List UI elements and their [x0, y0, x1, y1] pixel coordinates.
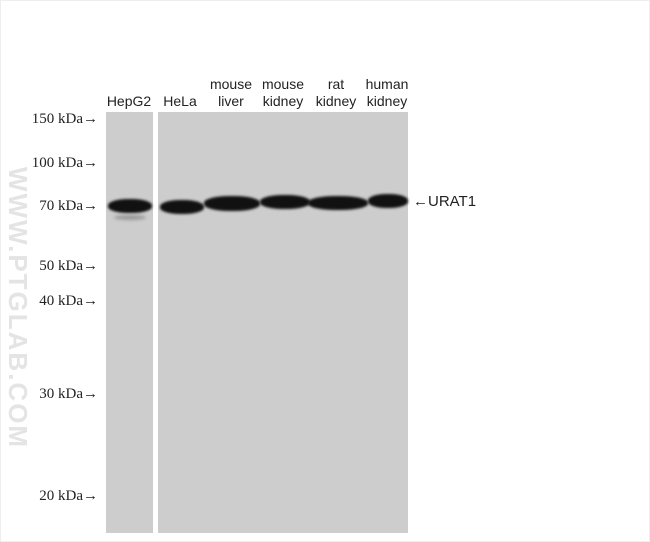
marker-70: 70 kDa→ [39, 198, 98, 214]
target-label-urat1: ←URAT1 [413, 193, 477, 210]
lane-label-human-kidney: human kidney [363, 76, 411, 110]
lane-label-mouse-liver-text: mouse liver [209, 76, 253, 109]
faint-band-hepg2 [114, 215, 146, 220]
band-rat-kidney [308, 196, 368, 210]
band-human-kidney [368, 194, 408, 208]
marker-50: 50 kDa→ [39, 258, 98, 274]
marker-40: 40 kDa→ [39, 293, 98, 309]
lane-label-hela-text: HeLa [163, 93, 197, 109]
blot-panel-hepg2 [106, 112, 153, 533]
lane-label-rat-kidney-text: rat kidney [315, 76, 357, 109]
lane-label-hepg2-text: HepG2 [106, 93, 152, 109]
band-mouse-kidney [260, 195, 310, 209]
marker-30: 30 kDa→ [39, 386, 98, 402]
lane-label-human-kidney-text: human kidney [365, 76, 409, 109]
marker-20: 20 kDa→ [39, 488, 98, 504]
marker-150: 150 kDa→ [31, 111, 98, 127]
lane-label-hela: HeLa [156, 76, 204, 110]
lane-label-mouse-liver: mouse liver [207, 76, 255, 110]
lane-label-rat-kidney: rat kidney [312, 76, 360, 110]
band-hela [160, 200, 204, 214]
lane-label-hepg2: HepG2 [105, 76, 153, 110]
marker-100: 100 kDa→ [31, 155, 98, 171]
lane-label-mouse-kidney-text: mouse kidney [261, 76, 305, 109]
band-hepg2 [108, 199, 152, 213]
watermark: WWW.PTGLAB.COM [3, 166, 33, 450]
blot-panel-main [158, 112, 408, 533]
band-mouse-liver [204, 196, 260, 211]
lane-label-mouse-kidney: mouse kidney [259, 76, 307, 110]
